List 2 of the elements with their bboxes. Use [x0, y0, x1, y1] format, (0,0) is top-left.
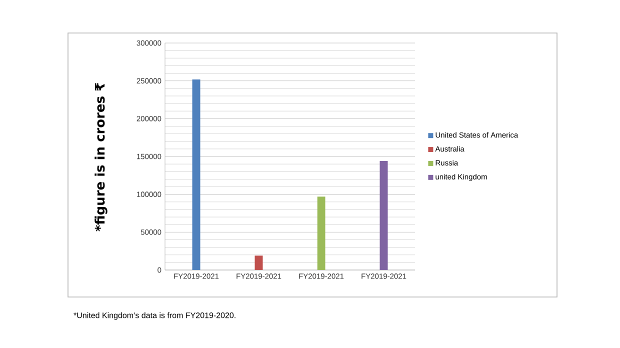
text: *United Kingdom’s data is from FY2019-2020. [74, 312, 236, 320]
y-axis-title: *figure is in crores ₹ [94, 83, 108, 232]
